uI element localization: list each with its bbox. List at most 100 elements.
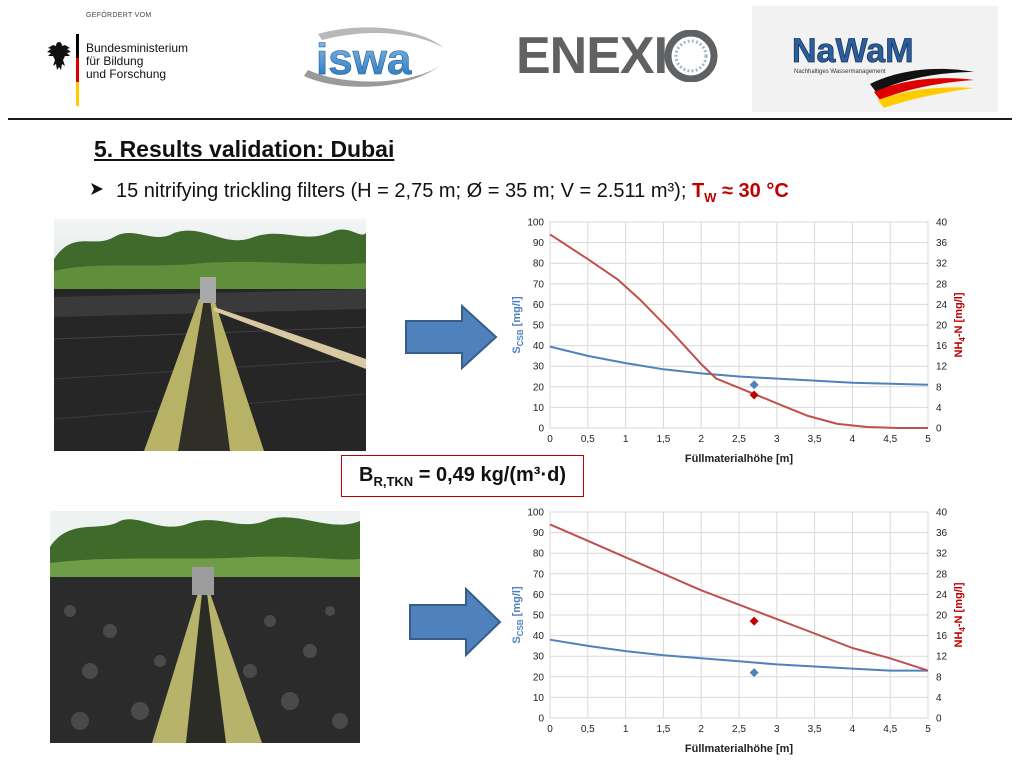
x-tick-label: 2,5 [732, 724, 746, 735]
x-tick-label: 3 [774, 434, 780, 445]
measurement-marker-0 [749, 380, 759, 390]
bullet-arrow-icon [91, 183, 103, 195]
bmbf-logo: GEFÖRDERT VOM Bundesministerium für Bild… [46, 12, 206, 112]
y-right-tick-label: 8 [936, 672, 942, 683]
series-line-1 [549, 233, 928, 429]
x-tick-label: 2,5 [732, 434, 746, 445]
nawam-tagline: Nachhaltiges Wassermanagement [794, 69, 886, 75]
federal-eagle-icon [47, 42, 71, 70]
y-left-tick-label: 40 [533, 631, 545, 642]
y-right-tick-label: 16 [936, 341, 948, 352]
y-right-tick-label: 16 [936, 631, 948, 642]
water-temperature: TW ≈ 30 °C [691, 180, 789, 205]
y-left-axis-label: SCSB [mg/l] [511, 586, 525, 644]
isva-logo-text: iswa [316, 35, 412, 84]
x-axis-label: Füllmaterialhöhe [m] [685, 743, 794, 755]
x-tick-label: 0 [547, 434, 553, 445]
trickling-filter-photo-1 [54, 219, 366, 451]
y-right-tick-label: 0 [936, 424, 942, 435]
y-right-tick-label: 8 [936, 382, 942, 393]
x-tick-label: 3,5 [808, 434, 822, 445]
y-left-tick-label: 10 [533, 693, 545, 704]
y-right-tick-label: 4 [936, 403, 942, 414]
nawam-logo-text: NaWaM [792, 32, 914, 70]
y-left-tick-label: 20 [533, 382, 545, 393]
y-right-tick-label: 28 [936, 569, 948, 580]
series-line-1 [549, 523, 929, 672]
y-left-tick-label: 30 [533, 652, 545, 663]
x-tick-label: 5 [925, 724, 931, 735]
y-right-tick-label: 36 [936, 238, 948, 249]
y-right-tick-label: 36 [936, 528, 948, 539]
page-title: 5. Results validation: Dubai [94, 136, 395, 162]
y-right-tick-label: 28 [936, 279, 948, 290]
y-left-tick-label: 30 [533, 362, 545, 373]
y-left-tick-label: 100 [527, 508, 544, 519]
chart-bottom: 0 0,5 1 1,5 2 2,5 3 3,5 4 4,5 5 0 0 10 4 20 8 30 12 40 16 50 2… [508, 500, 968, 762]
x-tick-label: 2 [698, 724, 704, 735]
y-right-tick-label: 20 [936, 321, 948, 332]
y-left-tick-label: 50 [533, 321, 545, 332]
y-left-axis-label: SCSB [mg/l] [511, 296, 525, 354]
x-tick-label: 4,5 [883, 724, 897, 735]
x-tick-label: 4 [850, 724, 856, 735]
nawam-logo: NaWaM Nachhaltiges Wassermanagement [752, 6, 998, 112]
isva-logo: iswa [304, 27, 444, 87]
x-tick-label: 1,5 [656, 724, 670, 735]
x-tick-label: 3 [774, 724, 780, 735]
y-right-tick-label: 20 [936, 611, 948, 622]
y-left-tick-label: 40 [533, 341, 545, 352]
bullet-text: 15 nitrifying trickling filters (H = 2,7… [116, 180, 692, 202]
measurement-marker-1 [749, 390, 759, 400]
x-tick-label: 0,5 [581, 724, 595, 735]
y-right-tick-label: 32 [936, 549, 948, 560]
enexio-o-ring-icon [664, 30, 718, 82]
trickling-filter-photo-2 [50, 511, 360, 743]
chart-top: 0 0,5 1 1,5 2 2,5 3 3,5 4 4,5 5 0 0 10 4 20 8 30 12 40 16 50 2… [508, 210, 968, 472]
y-left-tick-label: 60 [533, 590, 545, 601]
y-left-tick-label: 90 [533, 528, 545, 539]
y-left-tick-label: 60 [533, 300, 545, 311]
x-tick-label: 4 [850, 434, 856, 445]
y-left-tick-label: 100 [527, 218, 544, 229]
y-right-tick-label: 40 [936, 508, 948, 519]
right-arrow-icon [405, 304, 498, 370]
y-right-tick-label: 0 [936, 714, 942, 725]
x-tick-label: 1 [623, 434, 629, 445]
y-right-tick-label: 12 [936, 652, 948, 663]
nawam-logo-graphic: NaWaM Nachhaltiges Wassermanagement [792, 32, 974, 108]
x-tick-label: 2 [698, 434, 704, 445]
y-left-tick-label: 70 [533, 279, 545, 290]
x-tick-label: 5 [925, 434, 931, 445]
measurement-marker-0 [749, 616, 759, 626]
bmbf-funded-label: GEFÖRDERT VOM [86, 12, 152, 19]
y-right-tick-label: 4 [936, 693, 942, 704]
bmbf-line-1: Bundesministerium [86, 41, 189, 55]
y-right-axis-label: NH4-N [mg/l] [953, 582, 967, 647]
y-left-tick-label: 90 [533, 238, 545, 249]
y-left-tick-label: 80 [533, 549, 545, 560]
x-tick-label: 3,5 [808, 724, 822, 735]
right-arrow-icon [409, 587, 502, 657]
y-left-tick-label: 70 [533, 569, 545, 580]
series-line-0 [549, 345, 929, 386]
y-right-tick-label: 24 [936, 590, 948, 601]
bmbf-line-3: und Forschung [86, 67, 167, 81]
x-tick-label: 1 [623, 724, 629, 735]
x-tick-label: 4,5 [883, 434, 897, 445]
y-left-tick-label: 20 [533, 672, 545, 683]
enexio-logo-text: ENEXI [516, 27, 668, 85]
measurement-marker-1 [749, 668, 759, 678]
y-right-tick-label: 32 [936, 259, 948, 270]
german-flag-stripe [76, 34, 79, 106]
y-left-tick-label: 10 [533, 403, 545, 414]
y-left-tick-label: 0 [538, 714, 544, 725]
x-tick-label: 0 [547, 724, 553, 735]
series-line-0 [549, 638, 928, 672]
x-axis-label: Füllmaterialhöhe [m] [685, 453, 794, 465]
nitrogen-load-label: BR,TKN = 0,49 kg/(m³·d) [341, 455, 584, 497]
y-right-tick-label: 12 [936, 362, 948, 373]
y-left-tick-label: 80 [533, 259, 545, 270]
y-left-tick-label: 0 [538, 424, 544, 435]
